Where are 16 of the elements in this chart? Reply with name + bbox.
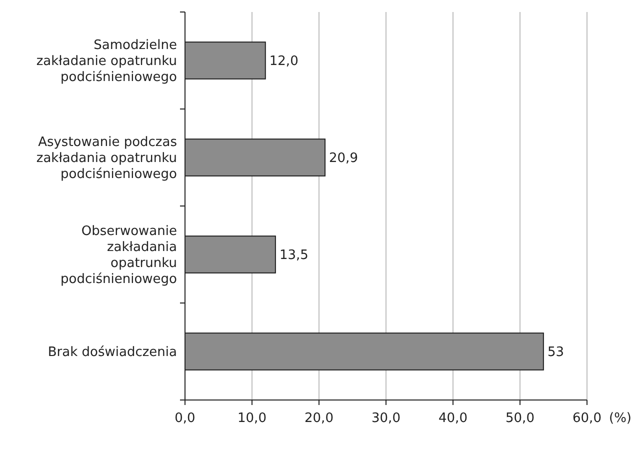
x-tick-label: 30,0 bbox=[372, 411, 400, 426]
data-label: 12,0 bbox=[269, 54, 298, 70]
x-tick-label: 20,0 bbox=[304, 411, 334, 426]
x-axis-title: (%) bbox=[609, 411, 632, 426]
x-tick-label: 0,0 bbox=[174, 411, 196, 426]
y-tick-label: Brak doświadczenia bbox=[48, 345, 177, 360]
data-label: 13,5 bbox=[279, 248, 308, 264]
data-label: 53 bbox=[547, 345, 564, 360]
x-tick-label: 60,0 bbox=[572, 411, 602, 426]
data-label: 20,9 bbox=[329, 151, 358, 166]
y-tick-label: Asystowanie podczas zakładania opatrunku podciśnieniowego bbox=[36, 135, 178, 182]
y-tick-label: Samodzielne zakładanie opatrunku podciśnieniowego bbox=[36, 38, 178, 86]
x-tick-label: 40,0 bbox=[438, 411, 468, 426]
x-tick-label: 10,0 bbox=[238, 411, 266, 426]
x-tick-label: 50,0 bbox=[506, 411, 534, 426]
y-tick-label: Obserwowanie zakładania opatrunku podciśnieniowego bbox=[60, 224, 178, 288]
